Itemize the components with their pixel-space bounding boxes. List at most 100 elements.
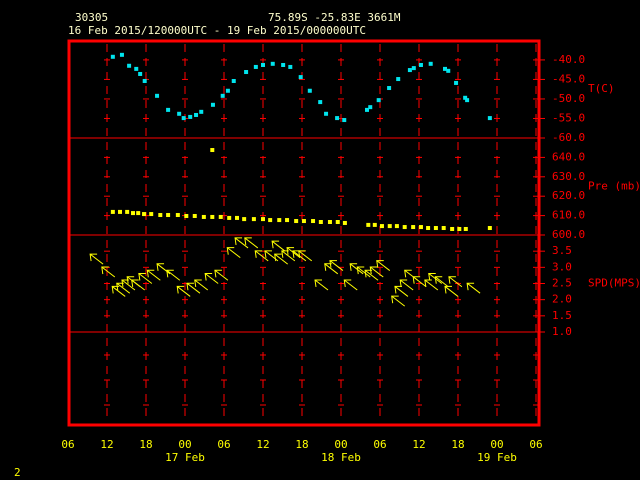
point — [396, 77, 401, 82]
point — [298, 75, 303, 80]
point — [379, 224, 384, 229]
point — [201, 214, 206, 219]
y-tick-label: 640.0 — [552, 150, 585, 163]
y-tick-label: 1.5 — [552, 309, 572, 322]
point — [324, 111, 329, 116]
y-tick-label: -55.0 — [552, 111, 585, 124]
x-tick-label: 06 — [217, 438, 230, 451]
date-label: 17 Feb — [165, 451, 205, 464]
point — [134, 66, 139, 71]
wind-arrow — [274, 253, 289, 265]
point — [288, 64, 293, 69]
y-axis-label: SPD(MPS) — [588, 277, 640, 290]
wind-arrow — [131, 279, 146, 291]
y-tick-label: 610.0 — [552, 209, 585, 222]
point — [335, 116, 340, 121]
point — [225, 88, 230, 93]
wind-arrow — [376, 260, 391, 271]
point — [394, 224, 399, 229]
y-tick-label: -45.0 — [552, 72, 585, 85]
wind-arrow — [444, 285, 459, 297]
point — [457, 226, 462, 231]
x-tick-label: 06 — [61, 438, 74, 451]
y-tick-label: 3.5 — [552, 244, 572, 257]
point — [407, 68, 412, 73]
x-tick-label: 00 — [490, 438, 503, 451]
y-tick-label: -40.0 — [552, 53, 585, 66]
point — [142, 212, 147, 217]
point — [188, 114, 193, 119]
x-tick-label: 06 — [529, 438, 542, 451]
wind-arrow — [194, 279, 209, 291]
date-label: 19 Feb — [477, 451, 517, 464]
point — [166, 213, 171, 218]
wind-arrow — [298, 250, 313, 262]
wind-arrow — [369, 266, 384, 278]
point — [411, 225, 416, 230]
point — [463, 226, 468, 231]
point — [177, 111, 182, 116]
wind-arrow — [391, 295, 406, 307]
y-tick-label: 2.5 — [552, 277, 572, 290]
point — [125, 209, 130, 214]
y-axis-label: T(C) — [588, 82, 615, 95]
wind-arrow — [271, 240, 286, 252]
point — [450, 226, 455, 231]
point — [307, 88, 312, 93]
point — [454, 80, 459, 85]
point — [342, 220, 347, 225]
point — [210, 214, 215, 219]
x-tick-label: 12 — [100, 438, 113, 451]
point — [376, 98, 381, 103]
point — [411, 66, 416, 71]
point — [270, 61, 275, 66]
x-tick-label: 06 — [373, 438, 386, 451]
point — [155, 93, 160, 98]
point — [127, 63, 132, 68]
y-tick-label: -60.0 — [552, 131, 585, 144]
point — [487, 226, 492, 231]
wind-arrow — [349, 263, 364, 275]
frame — [67, 39, 541, 427]
point — [342, 118, 347, 123]
wind-arrow — [343, 279, 358, 291]
wind-arrow — [244, 237, 259, 249]
point — [235, 215, 239, 220]
y-tick-label: 620.0 — [552, 189, 585, 202]
point — [285, 218, 290, 223]
wind-arrow — [89, 253, 104, 265]
point — [251, 217, 256, 222]
point — [242, 217, 247, 222]
point — [175, 213, 180, 218]
wind-arrow — [186, 282, 201, 294]
x-tick-label: 12 — [412, 438, 425, 451]
point — [210, 148, 215, 153]
wind-arrow — [121, 279, 136, 291]
wind-arrow — [204, 273, 219, 284]
wind-arrow — [101, 266, 116, 278]
point — [218, 214, 223, 219]
point — [118, 209, 122, 214]
station-location: 75.89S -25.83E 3661M — [268, 11, 401, 24]
point — [261, 62, 265, 67]
point — [318, 220, 323, 225]
point — [426, 226, 431, 231]
point — [443, 66, 447, 71]
wind-arrow — [116, 282, 131, 294]
point — [428, 61, 433, 66]
point — [119, 52, 124, 57]
point — [327, 220, 332, 225]
point — [463, 95, 468, 100]
point — [192, 213, 197, 218]
wind-arrow — [412, 276, 427, 288]
date-label: 18 Feb — [321, 451, 361, 464]
wind-arrow — [226, 247, 241, 259]
wind-arrow — [399, 279, 414, 291]
x-tick-label: 18 — [295, 438, 308, 451]
x-tick-label: 18 — [451, 438, 464, 451]
point — [184, 213, 189, 218]
point — [487, 116, 492, 121]
